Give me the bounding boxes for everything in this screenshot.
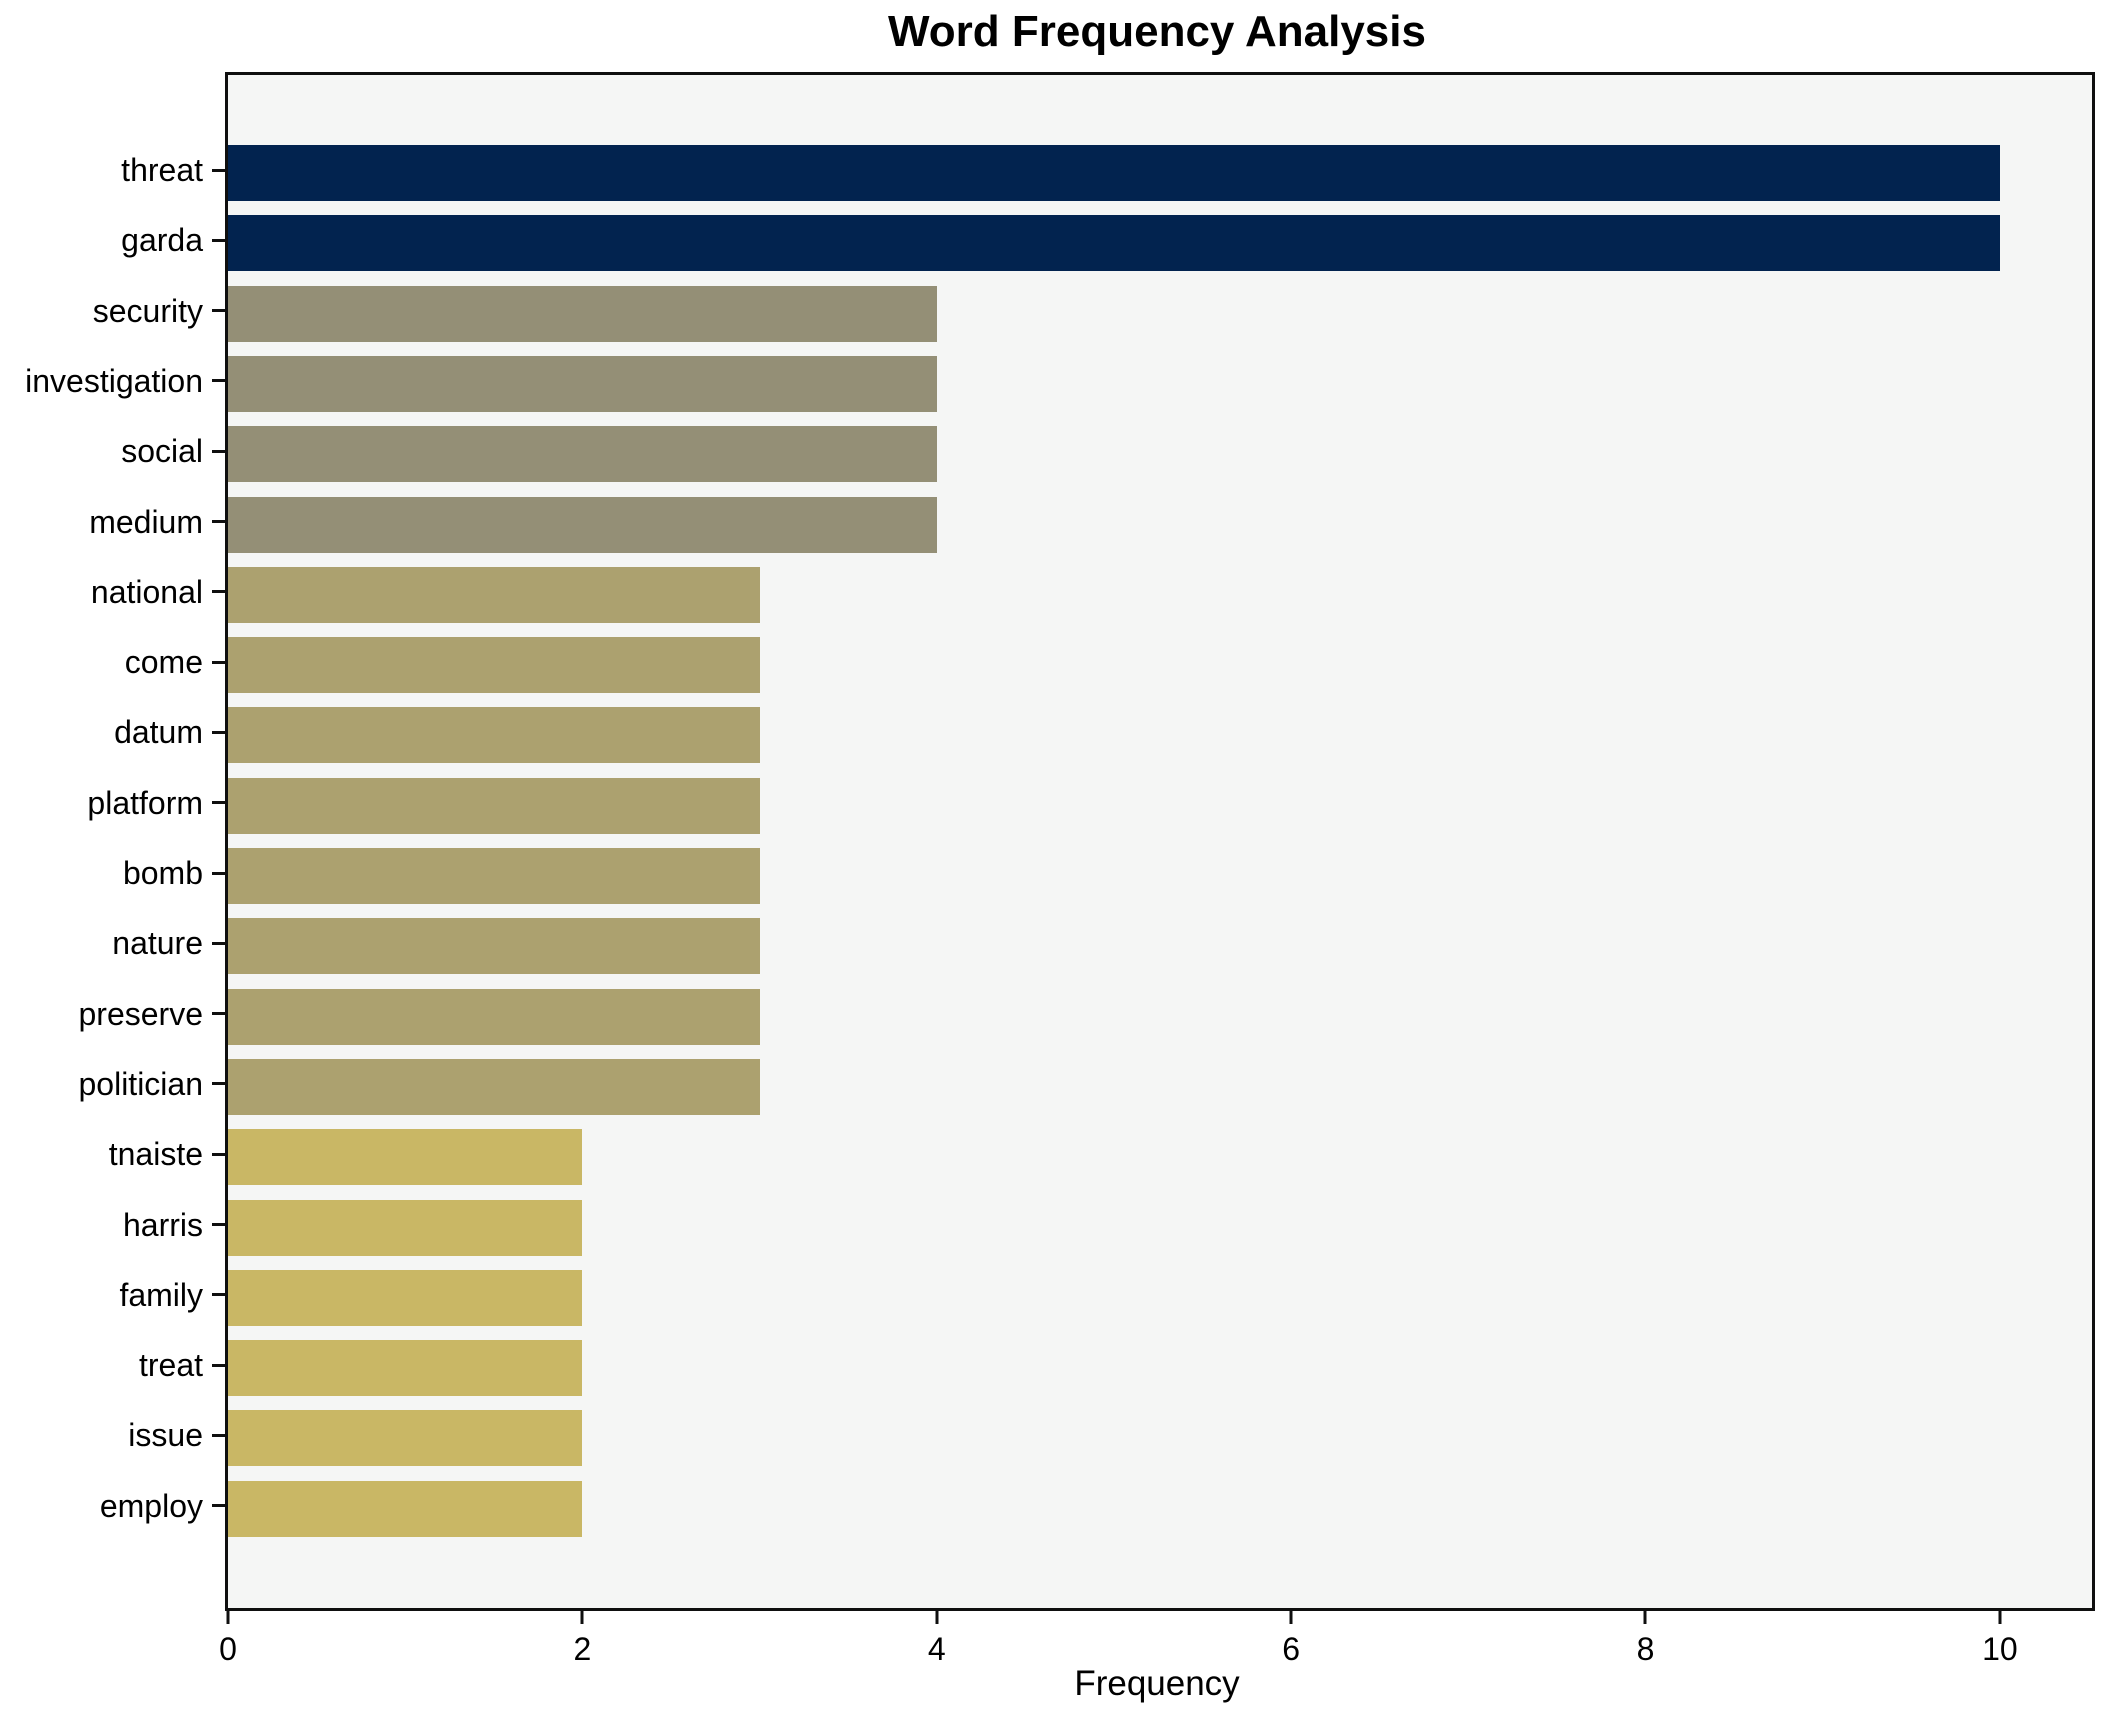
y-tick-label-platform: platform [87,784,203,821]
y-tick-label-bomb: bomb [122,855,203,891]
y-tick-mark-nature [212,941,225,945]
x-tick-mark-6 [1289,1611,1293,1624]
bar-bomb [228,848,760,904]
y-tick-label-threat: threat [121,152,203,188]
x-tick-mark-0 [226,1611,230,1624]
bar-politician [228,1058,760,1115]
x-tick-mark-10 [1998,1611,2002,1624]
bar-tnaiste [228,1129,583,1186]
y-tick-mark-tnaiste [212,1152,225,1156]
y-tick-label-security: security [92,292,203,329]
y-tick-mark-harris [212,1223,225,1226]
bar-nature [228,918,760,975]
y-tick-mark-come [212,660,225,664]
y-tick-label-nature: nature [112,925,203,962]
y-tick-label-come: come [124,644,203,681]
y-tick-label-preserve: preserve [78,995,204,1032]
x-tick-label-8: 8 [1636,1631,1655,1667]
x-tick-mark-2 [580,1611,584,1624]
y-tick-label-datum: datum [114,714,203,751]
x-tick-label-2: 2 [573,1631,592,1667]
y-tick-label-investigation: investigation [25,362,203,399]
y-tick-mark-platform [212,801,225,805]
y-tick-mark-investigation [212,379,225,383]
bar-harris [228,1199,583,1256]
chart-title: Word Frequency Analysis [888,7,1426,56]
bar-employ [228,1480,583,1537]
y-axis-labels: threat garda security investigation social me… [0,72,225,1605]
bar-threat [228,145,2000,201]
y-tick-label-tnaiste: tnaiste [108,1136,203,1173]
x-tick-mark-8 [1643,1611,1647,1624]
y-tick-label-harris: harris [122,1206,203,1243]
x-tick-label-6: 6 [1282,1631,1300,1667]
y-tick-label-politician: politician [78,1065,203,1102]
bar-garda [228,215,2000,272]
bar-come [228,637,760,694]
bar-investigation [228,355,937,412]
y-tick-label-national: national [90,573,203,610]
y-tick-mark-security [212,309,225,313]
bar-security [228,285,937,342]
bar-treat [228,1340,583,1397]
bar-preserve [228,988,760,1045]
y-tick-label-family: family [119,1276,203,1313]
y-tick-mark-garda [212,238,225,242]
y-tick-label-garda: garda [121,222,203,259]
y-tick-label-treat: treat [138,1347,203,1384]
y-tick-mark-politician [212,1082,225,1086]
x-tick-label-10: 10 [1982,1631,2018,1667]
y-tick-mark-bomb [212,871,225,875]
y-tick-mark-issue [212,1433,225,1437]
y-tick-label-medium: medium [89,503,203,540]
y-tick-label-social: social [121,433,203,470]
bar-medium [228,496,937,553]
y-tick-label-employ: employ [99,1487,203,1524]
bar-social [228,426,937,483]
y-tick-mark-medium [212,520,225,523]
bar-datum [228,707,760,764]
y-tick-mark-treat [212,1363,225,1367]
x-axis-title: Frequency [1074,1664,1240,1703]
y-tick-mark-social [212,449,225,453]
x-tick-label-0: 0 [219,1631,237,1667]
y-tick-mark-datum [212,730,225,734]
x-axis: 0 2 4 6 8 10 [219,1611,2092,1721]
plot-area [225,72,2095,1611]
y-tick-mark-family [212,1293,225,1297]
x-tick-mark-4 [935,1611,939,1624]
bar-issue [228,1410,583,1467]
y-tick-label-issue: issue [128,1417,203,1454]
x-tick-label-4: 4 [927,1631,946,1667]
bar-national [228,566,760,623]
y-tick-mark-preserve [212,1012,225,1016]
bar-family [228,1269,583,1326]
y-tick-mark-employ [212,1504,225,1508]
y-tick-mark-national [212,590,225,594]
bar-platform [228,777,760,834]
y-tick-mark-threat [212,168,225,172]
